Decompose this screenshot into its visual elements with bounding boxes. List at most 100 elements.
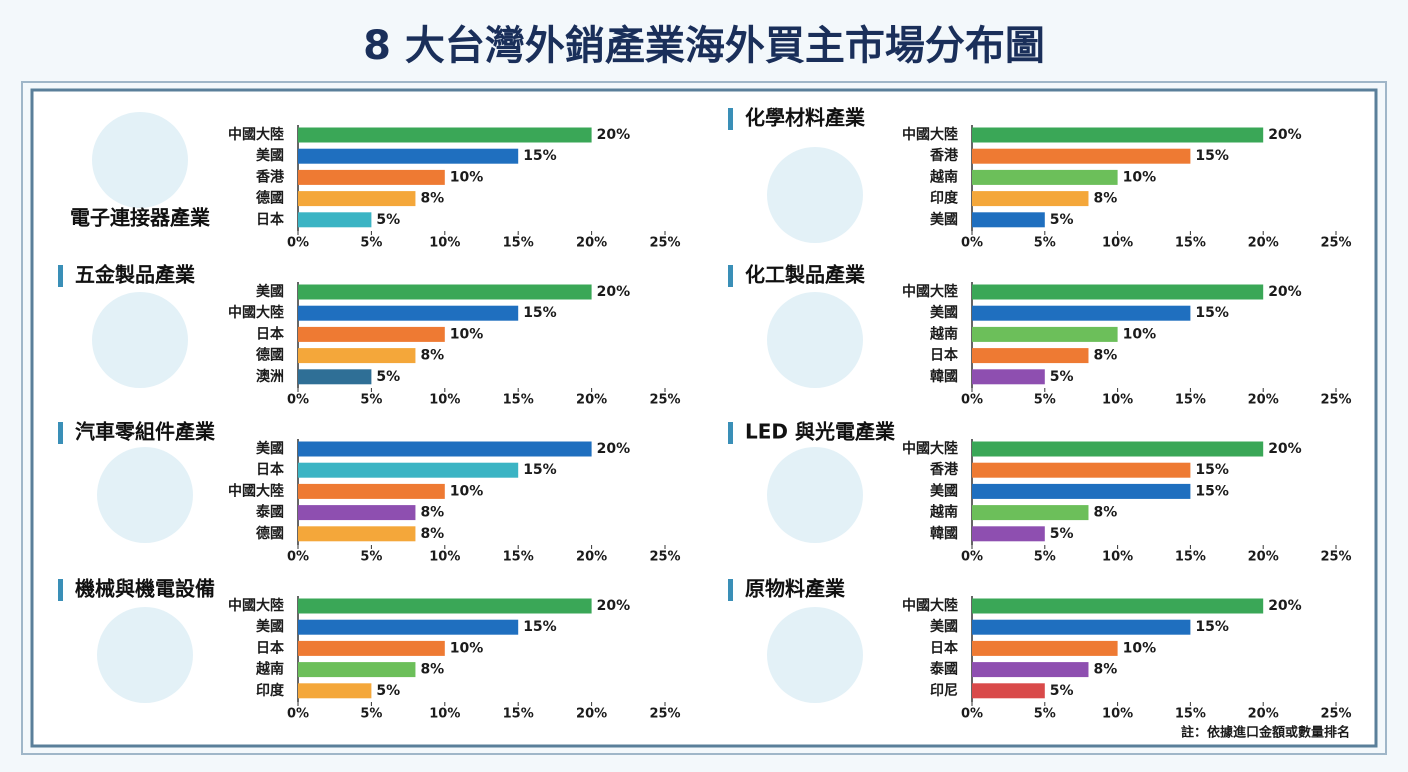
x-tick-label: 10% bbox=[1102, 393, 1133, 408]
value-label: 20% bbox=[1268, 127, 1302, 143]
bar bbox=[972, 212, 1045, 228]
bar bbox=[972, 526, 1045, 542]
category-label: 印度 bbox=[256, 682, 285, 699]
title-marker bbox=[728, 265, 733, 287]
bar bbox=[298, 191, 416, 207]
x-tick-label: 25% bbox=[649, 393, 680, 408]
title-marker bbox=[58, 265, 63, 287]
x-tick-label: 20% bbox=[1248, 707, 1279, 722]
panel-title: 電子連接器產業 bbox=[70, 206, 211, 230]
category-label: 香港 bbox=[255, 168, 285, 185]
category-label: 德國 bbox=[256, 347, 284, 364]
bar bbox=[972, 598, 1264, 614]
bar bbox=[972, 683, 1045, 699]
category-label: 中國大陸 bbox=[228, 482, 284, 499]
x-tick-label: 25% bbox=[649, 707, 680, 722]
value-label: 20% bbox=[1268, 284, 1302, 300]
bar bbox=[972, 169, 1118, 185]
value-label: 20% bbox=[1268, 598, 1302, 614]
bar bbox=[298, 169, 445, 185]
x-tick-label: 15% bbox=[1175, 393, 1206, 408]
title-marker bbox=[58, 422, 63, 444]
title-marker bbox=[58, 579, 63, 601]
category-label: 香港 bbox=[929, 147, 959, 164]
category-label: 越南 bbox=[929, 168, 958, 185]
x-tick-label: 5% bbox=[1034, 236, 1056, 251]
bar bbox=[298, 640, 445, 656]
icon-background bbox=[767, 292, 863, 388]
x-tick-label: 5% bbox=[360, 393, 382, 408]
category-label: 日本 bbox=[256, 211, 285, 228]
x-tick-label: 20% bbox=[1248, 393, 1279, 408]
x-tick-label: 5% bbox=[360, 550, 382, 565]
bar bbox=[298, 483, 445, 499]
category-label: 美國 bbox=[256, 618, 284, 635]
category-label: 中國大陸 bbox=[228, 126, 284, 143]
bar bbox=[298, 305, 519, 321]
value-label: 10% bbox=[450, 169, 484, 185]
x-tick-label: 10% bbox=[1102, 707, 1133, 722]
panel-title: 原物料產業 bbox=[745, 577, 846, 601]
value-label: 15% bbox=[523, 619, 557, 635]
category-label: 日本 bbox=[256, 461, 285, 478]
value-label: 15% bbox=[1195, 305, 1229, 321]
x-tick-label: 20% bbox=[1248, 550, 1279, 565]
value-label: 8% bbox=[420, 526, 444, 542]
panel-title: 汽車零組件產業 bbox=[75, 420, 216, 444]
icon-background bbox=[767, 607, 863, 703]
x-tick-label: 15% bbox=[503, 393, 534, 408]
value-label: 8% bbox=[1093, 505, 1117, 521]
value-label: 15% bbox=[1195, 148, 1229, 164]
x-tick-label: 15% bbox=[1175, 550, 1206, 565]
category-label: 日本 bbox=[930, 639, 959, 656]
x-tick-label: 0% bbox=[961, 707, 983, 722]
footnote: 註：依據進口金額或數量排名 bbox=[1181, 725, 1350, 741]
category-label: 日本 bbox=[930, 347, 959, 364]
main-title: 8 大台灣外銷產業海外買主市場分布圖 bbox=[363, 23, 1045, 69]
category-label: 泰國 bbox=[255, 504, 284, 521]
value-label: 8% bbox=[1093, 662, 1117, 678]
category-label: 美國 bbox=[256, 440, 284, 457]
value-label: 8% bbox=[1093, 348, 1117, 364]
value-label: 10% bbox=[1123, 169, 1157, 185]
x-tick-label: 20% bbox=[576, 707, 607, 722]
value-label: 5% bbox=[1050, 369, 1074, 385]
category-label: 中國大陸 bbox=[902, 597, 958, 614]
category-label: 美國 bbox=[930, 482, 958, 499]
outer-frame bbox=[21, 81, 1387, 755]
category-label: 韓國 bbox=[930, 368, 958, 385]
panel-title: 五金製品產業 bbox=[75, 263, 196, 287]
bar bbox=[972, 127, 1264, 143]
value-label: 15% bbox=[1195, 462, 1229, 478]
x-tick-label: 5% bbox=[1034, 707, 1056, 722]
x-tick-label: 25% bbox=[1320, 236, 1351, 251]
bar bbox=[972, 369, 1045, 385]
x-tick-label: 25% bbox=[1320, 550, 1351, 565]
value-label: 5% bbox=[1050, 683, 1074, 699]
x-tick-label: 0% bbox=[287, 393, 309, 408]
value-label: 15% bbox=[523, 462, 557, 478]
x-tick-label: 10% bbox=[429, 393, 460, 408]
value-label: 10% bbox=[450, 326, 484, 342]
value-label: 10% bbox=[1123, 640, 1157, 656]
x-tick-label: 15% bbox=[503, 550, 534, 565]
value-label: 15% bbox=[1195, 619, 1229, 635]
x-tick-label: 5% bbox=[360, 236, 382, 251]
bar bbox=[972, 483, 1191, 499]
bar bbox=[298, 348, 416, 364]
value-label: 20% bbox=[597, 127, 631, 143]
bar bbox=[298, 662, 416, 678]
icon-background bbox=[97, 447, 193, 543]
panel-title: LED 與光電產業 bbox=[745, 420, 896, 444]
x-tick-label: 10% bbox=[429, 236, 460, 251]
x-tick-label: 20% bbox=[1248, 236, 1279, 251]
bar bbox=[972, 441, 1264, 457]
bar bbox=[972, 305, 1191, 321]
category-label: 中國大陸 bbox=[228, 304, 284, 321]
bar bbox=[972, 326, 1118, 342]
icon-background bbox=[97, 607, 193, 703]
value-label: 10% bbox=[450, 483, 484, 499]
bar bbox=[972, 191, 1089, 207]
